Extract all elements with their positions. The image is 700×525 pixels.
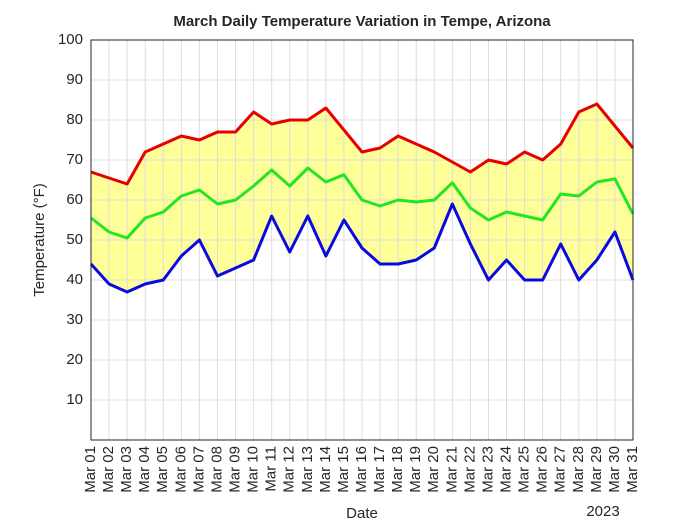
- x-axis-label: Date: [346, 505, 378, 522]
- x-tick-label: Mar 02: [100, 446, 117, 493]
- x-tick-label: Mar 10: [245, 446, 262, 493]
- y-tick-label: 50: [66, 231, 83, 248]
- x-tick-label: Mar 16: [353, 446, 370, 493]
- x-tick-label: Mar 25: [516, 446, 533, 493]
- y-tick-label: 40: [66, 271, 83, 288]
- x-secondary-label: 2023: [586, 503, 619, 520]
- x-tick-label: Mar 04: [136, 446, 153, 493]
- x-tick-label: Mar 23: [479, 446, 496, 493]
- x-tick-label: Mar 19: [407, 446, 424, 493]
- x-tick-label: Mar 21: [443, 446, 460, 493]
- x-tick-label: Mar 22: [461, 446, 478, 493]
- y-tick-label: 70: [66, 151, 83, 168]
- y-tick-label: 80: [66, 111, 83, 128]
- x-tick-label: Mar 18: [389, 446, 406, 493]
- axes-frame: [90, 39, 634, 441]
- y-tick-label: 90: [66, 71, 83, 88]
- y-tick-label: 20: [66, 351, 83, 368]
- x-tick-label: Mar 20: [425, 446, 442, 493]
- x-tick-label: Mar 17: [371, 446, 388, 493]
- x-tick-label: Mar 07: [190, 446, 207, 493]
- x-tick-label: Mar 01: [82, 446, 99, 493]
- x-tick-label: Mar 15: [335, 446, 352, 493]
- x-tick-label: Mar 26: [534, 446, 551, 493]
- x-tick-label: Mar 30: [606, 446, 623, 493]
- x-tick-label: Mar 08: [208, 446, 225, 493]
- x-tick-label: Mar 09: [227, 446, 244, 493]
- x-tick-label: Mar 14: [317, 446, 334, 493]
- line-series: [90, 102, 635, 186]
- y-tick-label: 60: [66, 191, 83, 208]
- x-tick-label: Mar 24: [498, 446, 515, 493]
- y-axis-label: Temperature (°F): [31, 183, 48, 297]
- x-tick-label: Mar 06: [172, 446, 189, 493]
- x-tick-label: Mar 05: [154, 446, 171, 493]
- x-tick-label: Mar 27: [552, 446, 569, 493]
- line-series: [89, 202, 635, 294]
- y-tick-label: 10: [66, 391, 83, 408]
- x-tick-label: Mar 29: [588, 446, 605, 493]
- x-tick-label: Mar 12: [281, 446, 298, 493]
- line-series: [90, 166, 635, 240]
- x-tick-label: Mar 13: [299, 446, 316, 493]
- x-tick-label: Mar 31: [624, 446, 641, 493]
- y-tick-label: 100: [58, 31, 83, 48]
- x-tick-label: Mar 28: [570, 446, 587, 493]
- y-tick-label: 30: [66, 311, 83, 328]
- chart-title: March Daily Temperature Variation in Tem…: [173, 13, 551, 30]
- x-tick-label: Mar 03: [118, 446, 135, 493]
- x-tick-label: Mar 11: [263, 446, 280, 492]
